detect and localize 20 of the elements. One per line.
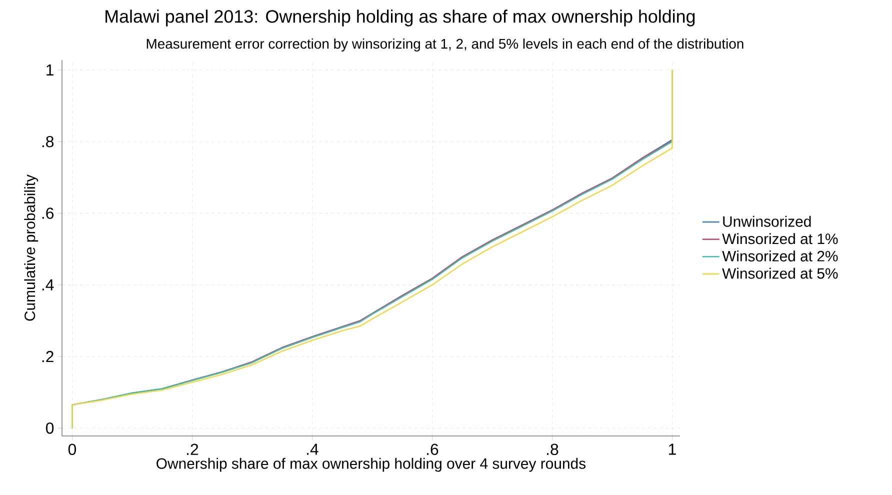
y-axis-title: Cumulative probability [24, 174, 38, 321]
y-tick-label: .8 [42, 136, 54, 148]
x-tick-label: .4 [307, 444, 318, 455]
chart-subtitle: Measurement error correction by winsorizing at 1, 2, and 5% levels in each end of the distribution [146, 38, 744, 52]
y-tick-label: .2 [42, 350, 54, 362]
legend-label: Winsorized at 1% [722, 233, 838, 244]
x-tick-label: 1 [668, 444, 676, 455]
x-tick-label: 0 [68, 444, 76, 456]
legend-label: Winsorized at 2% [722, 250, 838, 262]
y-tick-label: .6 [42, 208, 54, 219]
chart-title: Malawi panel 2013: Ownership holding as share of max ownership holding [106, 10, 695, 26]
x-tick-label: .2 [187, 444, 198, 455]
y-tick-label: 0 [46, 422, 54, 434]
x-tick-label: .8 [547, 444, 558, 456]
x-axis-title: Ownership share of max ownership holding over 4 survey rounds [156, 458, 586, 472]
legend-label: Winsorized at 5% [722, 268, 838, 279]
y-tick-label: 1 [46, 64, 54, 76]
legend-label: Unwinsorized [723, 216, 811, 227]
x-tick-label: .6 [427, 444, 438, 456]
y-tick-label: .4 [42, 279, 54, 290]
